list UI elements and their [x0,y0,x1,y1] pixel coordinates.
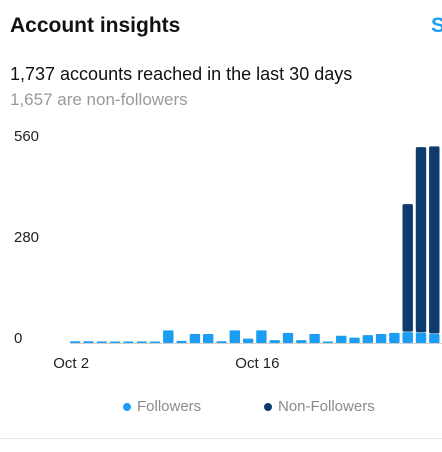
legend-non-followers-label: Non-Followers [278,398,375,415]
bar-followers-5[interactable] [136,341,147,343]
y-tick-label-0: 0 [14,330,22,347]
accounts-reached-summary: 1,737 accounts reached in the last 30 da… [10,64,353,84]
bar-followers-18[interactable] [309,333,320,343]
bar-followers-0[interactable] [70,341,81,343]
bar-followers-13[interactable] [242,338,254,343]
bar-followers-7[interactable] [163,330,174,343]
bar-followers-26[interactable] [415,332,427,343]
legend-followers: Followers [123,398,201,415]
followers-dot-icon [123,402,131,411]
bar-followers-22[interactable] [362,335,373,343]
bar-non-followers-25[interactable] [402,204,413,332]
bar-followers-15[interactable] [269,340,280,343]
bar-followers-27[interactable] [429,333,440,343]
legend-non-followers: Non-Followers [264,398,375,415]
bar-followers-10[interactable] [203,333,214,343]
x-tick-label-0: Oct 2 [53,355,89,372]
non-followers-dot-icon [264,402,272,411]
bar-followers-14[interactable] [256,330,267,343]
bar-non-followers-26[interactable] [415,147,427,333]
see-all-link[interactable]: S [431,14,442,37]
bar-followers-20[interactable] [336,335,347,343]
bar-followers-24[interactable] [389,332,400,343]
non-followers-summary: 1,657 are non-followers [10,90,188,109]
bar-followers-4[interactable] [123,341,134,343]
x-tick-label-1: Oct 16 [235,355,279,372]
bar-followers-16[interactable] [282,332,294,343]
bar-followers-8[interactable] [176,340,187,343]
bar-followers-19[interactable] [322,341,334,343]
bar-non-followers-27[interactable] [429,146,440,334]
bar-followers-2[interactable] [96,341,107,343]
divider [0,438,442,439]
legend-followers-label: Followers [137,398,202,415]
bar-followers-25[interactable] [402,332,413,343]
bar-followers-1[interactable] [83,341,94,343]
y-tick-label-1: 280 [14,229,39,246]
bar-followers-23[interactable] [375,333,387,343]
bar-followers-6[interactable] [149,341,161,343]
bar-followers-21[interactable] [349,337,360,343]
bar-followers-3[interactable] [109,341,121,343]
bar-followers-17[interactable] [296,340,307,343]
y-tick-label-2: 560 [14,128,39,145]
bar-followers-12[interactable] [229,330,240,343]
bar-followers-11[interactable] [216,341,227,343]
page-title: Account insights [10,14,181,37]
bar-followers-9[interactable] [189,333,201,343]
